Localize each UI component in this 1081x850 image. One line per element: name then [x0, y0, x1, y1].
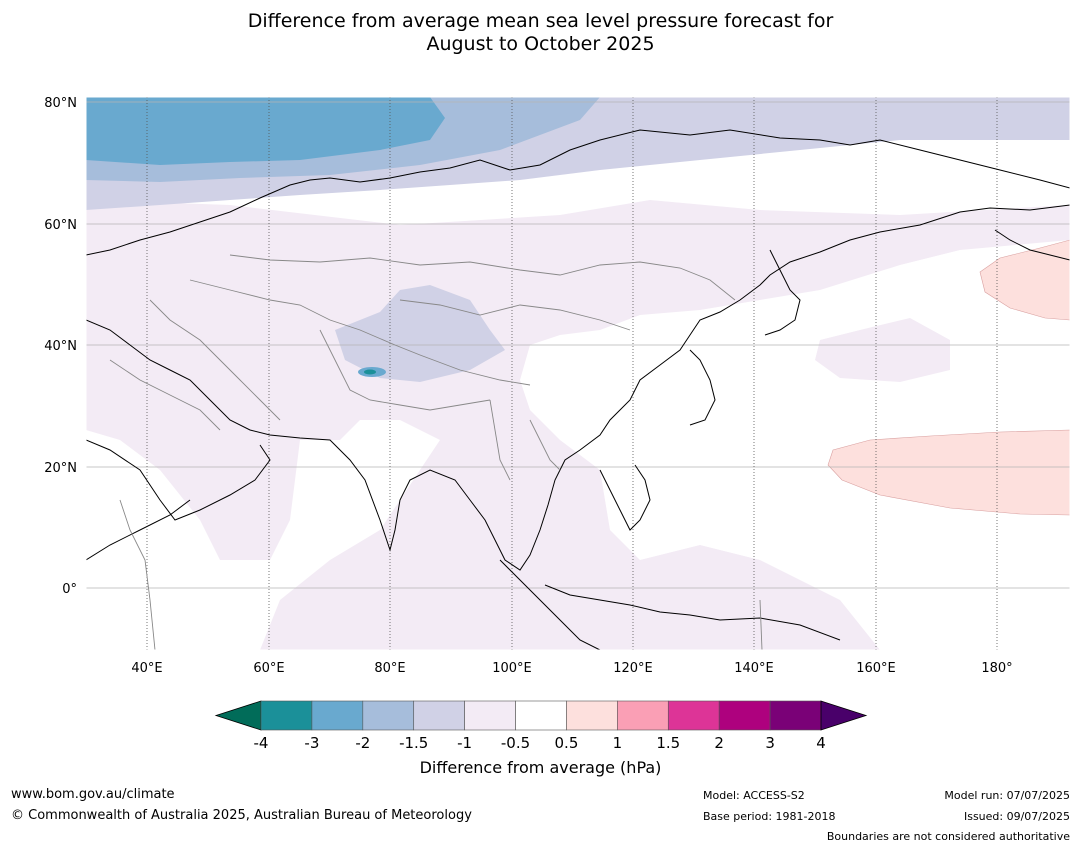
lon-label-140e: 140°E	[734, 661, 774, 676]
title-line-2: August to October 2025	[426, 33, 655, 55]
map-title: Difference from average mean sea level p…	[0, 10, 1081, 56]
base-period: Base period: 1981-2018	[703, 810, 836, 823]
colorbar-extend-high	[820, 700, 868, 731]
colorbar-boxes	[214, 700, 868, 731]
colorbar-box	[311, 700, 364, 731]
colorbar-box	[515, 700, 567, 731]
lat-label-40n: 40°N	[44, 339, 77, 354]
website-link[interactable]: www.bom.gov.au/climate	[11, 787, 175, 802]
lat-label-60n: 60°N	[44, 218, 77, 233]
colorbar-box	[362, 700, 415, 731]
colorbar-tick-label: 4	[816, 734, 826, 752]
colorbar-tick-label: 3	[765, 734, 775, 752]
anomaly-region-light-negative-sea	[640, 545, 880, 650]
model-name: Model: ACCESS-S2	[703, 789, 805, 802]
country-borders	[109, 254, 763, 650]
colorbar-tick-label: -1.5	[399, 734, 428, 752]
colorbar-tick-label: -1	[457, 734, 472, 752]
colorbar-box	[769, 700, 822, 731]
lon-label-180: 180°	[981, 661, 1012, 676]
colorbar-box	[260, 700, 313, 731]
lat-label-20n: 20°N	[44, 461, 77, 476]
colorbar-box	[718, 700, 771, 731]
anomaly-region-light-negative-pacific	[815, 318, 950, 382]
colorbar-tick-labels: -4 -3 -2 -1.5 -1 -0.5 0.5 1 1.5 2 3 4	[254, 734, 826, 752]
anomaly-region-minus-1-centralasia	[335, 285, 505, 382]
model-run-date: Model run: 07/07/2025	[944, 789, 1070, 802]
coastlines	[86, 129, 1070, 650]
map-area	[86, 97, 1070, 650]
anomaly-region-plus-0-5-tropical-pacific	[827, 429, 1070, 516]
colorbar-box	[667, 700, 720, 731]
colorbar-tick-label: 2	[714, 734, 724, 752]
latitude-gridlines	[86, 101, 1070, 589]
colorbar-tick-label: -3	[304, 734, 319, 752]
anomaly-region-plus-0-5-north-pacific	[979, 239, 1070, 321]
anomaly-region-light-negative	[86, 200, 1070, 650]
copyright-text: © Commonwealth of Australia 2025, Austra…	[11, 808, 472, 823]
longitude-labels: 40°E 60°E 80°E 100°E 120°E 140°E 160°E 1…	[131, 661, 1012, 676]
anomaly-region-minus-3	[86, 97, 445, 165]
title-line-1: Difference from average mean sea level p…	[247, 10, 834, 32]
pressure-anomaly-map: 80°N 60°N 40°N 20°N 0° 40°E 60°E 80°E 10…	[44, 96, 1071, 676]
lon-label-100e: 100°E	[492, 661, 532, 676]
colorbar-box	[413, 700, 465, 731]
colorbar-tick-label: -4	[254, 734, 269, 752]
lon-label-60e: 60°E	[253, 661, 284, 676]
colorbar-box	[566, 700, 618, 731]
colorbar-tick-label: -0.5	[501, 734, 530, 752]
latitude-labels: 80°N 60°N 40°N 20°N 0°	[44, 96, 77, 597]
lon-label-80e: 80°E	[374, 661, 405, 676]
issued-date: Issued: 09/07/2025	[963, 810, 1070, 823]
colorbar-box	[617, 700, 669, 731]
longitude-gridlines	[146, 97, 998, 650]
lat-label-0: 0°	[62, 582, 77, 597]
colorbar-extend-low	[214, 700, 262, 731]
lon-label-160e: 160°E	[856, 661, 896, 676]
colorbar-tick-label: 1	[613, 734, 623, 752]
colorbar-box	[464, 700, 516, 731]
colorbar-tick-label: 1.5	[656, 734, 680, 752]
lon-label-40e: 40°E	[131, 661, 162, 676]
lat-label-80n: 80°N	[44, 96, 77, 111]
lon-label-120e: 120°E	[613, 661, 653, 676]
colorbar-tick-label: -2	[355, 734, 370, 752]
colorbar-tick-label: 0.5	[555, 734, 579, 752]
boundary-disclaimer: Boundaries are not considered authoritat…	[826, 830, 1070, 843]
colorbar-label: Difference from average (hPa)	[419, 758, 662, 777]
